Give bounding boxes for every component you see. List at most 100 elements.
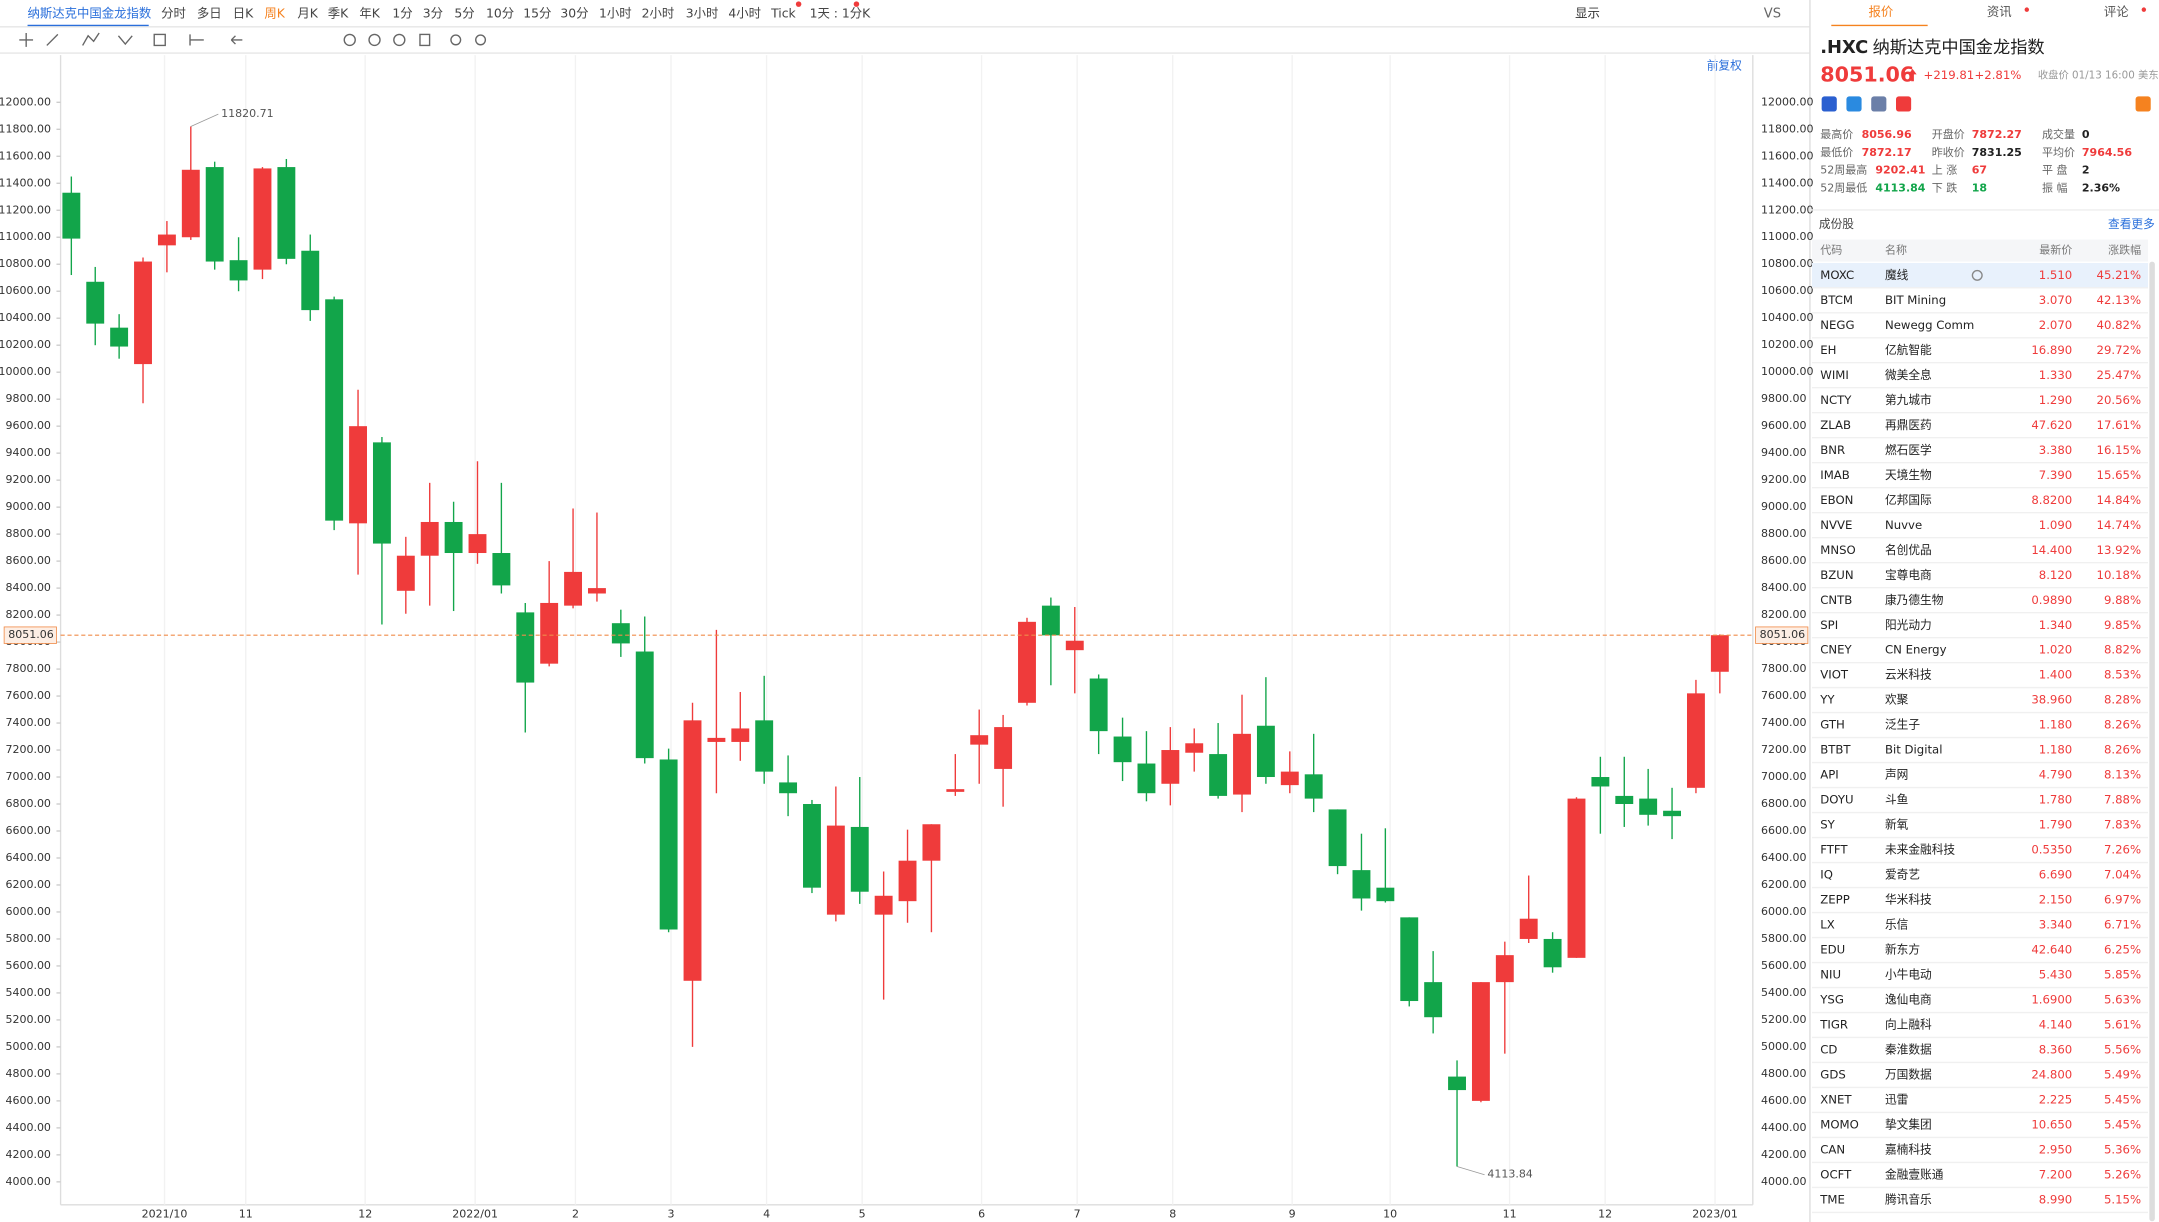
table-cell[interactable]: 魔线 bbox=[1885, 268, 1909, 282]
table-cell[interactable]: NEGG bbox=[1820, 318, 1854, 332]
table-cell[interactable]: ZLAB bbox=[1820, 418, 1851, 432]
table-cell[interactable]: Newegg Comm bbox=[1885, 318, 1974, 332]
table-cell[interactable]: IQ bbox=[1820, 868, 1833, 882]
compare-button[interactable]: VS bbox=[1764, 6, 1781, 21]
table-cell[interactable]: 亿航智能 bbox=[1885, 343, 1932, 357]
period-tab[interactable]: 周K bbox=[264, 5, 285, 20]
table-cell[interactable]: 微美全息 bbox=[1885, 368, 1932, 382]
table-cell[interactable]: BIT Mining bbox=[1885, 293, 1946, 307]
period-tab[interactable]: 5分 bbox=[454, 5, 474, 20]
table-cell[interactable]: TME bbox=[1819, 1193, 1845, 1207]
period-tab[interactable]: 季K bbox=[328, 5, 349, 20]
table-cell[interactable]: API bbox=[1820, 768, 1838, 782]
table-cell[interactable]: GDS bbox=[1820, 1068, 1845, 1082]
table-cell[interactable]: 金融壹账通 bbox=[1885, 1168, 1944, 1182]
table-cell[interactable]: 挚文集团 bbox=[1885, 1118, 1932, 1132]
table-cell[interactable]: 亿邦国际 bbox=[1885, 493, 1932, 507]
column-header[interactable]: 最新价 bbox=[2039, 243, 2072, 257]
table-cell[interactable]: EDU bbox=[1820, 943, 1845, 957]
table-cell[interactable]: NVVE bbox=[1820, 518, 1852, 532]
display-menu[interactable]: 显示 bbox=[1575, 5, 1600, 20]
table-cell[interactable]: BTBT bbox=[1820, 743, 1851, 757]
period-tab[interactable]: 多日 bbox=[197, 5, 222, 20]
more-link[interactable]: 查看更多 bbox=[2108, 217, 2155, 231]
table-cell[interactable]: CN Energy bbox=[1885, 643, 1947, 657]
table-cell[interactable]: SPI bbox=[1820, 618, 1838, 632]
table-cell[interactable]: 宝尊电商 bbox=[1885, 568, 1932, 582]
period-tab[interactable]: 2小时 bbox=[642, 5, 675, 20]
period-tab[interactable]: 日K bbox=[233, 5, 254, 20]
table-cell[interactable]: ZEPP bbox=[1820, 893, 1850, 907]
table-cell[interactable]: 再鼎医药 bbox=[1885, 418, 1932, 432]
symbol-tab[interactable]: 纳斯达克中国金龙指数 bbox=[28, 5, 152, 20]
table-cell[interactable]: 新氧 bbox=[1885, 818, 1909, 832]
period-tab[interactable]: 30分 bbox=[560, 5, 588, 20]
table-cell[interactable]: IMAB bbox=[1820, 468, 1850, 482]
panel-tab[interactable]: 评论 bbox=[2104, 4, 2129, 19]
table-cell[interactable]: 阳光动力 bbox=[1885, 618, 1932, 632]
table-cell[interactable]: 泛生子 bbox=[1885, 718, 1920, 732]
panel-tab[interactable]: 资讯 bbox=[1987, 4, 2012, 19]
table-cell[interactable]: 乐信 bbox=[1885, 918, 1909, 932]
table-cell[interactable]: 迅雷 bbox=[1885, 1093, 1908, 1107]
table-cell[interactable]: 云米科技 bbox=[1885, 668, 1932, 682]
table-cell[interactable]: 腾讯音乐 bbox=[1885, 1193, 1932, 1207]
table-cell[interactable]: WIMI bbox=[1820, 368, 1849, 382]
table-cell[interactable]: BTCM bbox=[1820, 293, 1853, 307]
table-cell[interactable]: Bit Digital bbox=[1885, 743, 1942, 757]
table-cell[interactable]: 逸仙电商 bbox=[1885, 993, 1932, 1007]
period-tab[interactable]: 3小时 bbox=[686, 5, 719, 20]
table-cell[interactable]: MNSO bbox=[1820, 543, 1855, 557]
table-cell[interactable]: 天境生物 bbox=[1885, 468, 1932, 482]
table-cell[interactable]: CNEY bbox=[1820, 643, 1852, 657]
table-cell[interactable]: EH bbox=[1820, 343, 1836, 357]
table-cell[interactable]: CD bbox=[1820, 1043, 1837, 1057]
table-cell[interactable]: 华米科技 bbox=[1885, 893, 1932, 907]
table-cell[interactable]: NIU bbox=[1820, 968, 1841, 982]
table-cell[interactable]: MOMO bbox=[1820, 1118, 1859, 1132]
period-tab[interactable]: 分时 bbox=[161, 5, 186, 20]
table-cell[interactable]: YSG bbox=[1819, 993, 1844, 1007]
table-cell[interactable]: YY bbox=[1819, 693, 1835, 707]
table-cell[interactable]: CNTB bbox=[1820, 593, 1852, 607]
period-tab[interactable]: 1分 bbox=[392, 5, 412, 20]
panel-tab[interactable]: 报价 bbox=[1868, 4, 1893, 19]
table-cell[interactable]: OCFT bbox=[1820, 1168, 1852, 1182]
period-tab[interactable]: Tick bbox=[770, 5, 796, 20]
table-cell[interactable]: 秦淮数据 bbox=[1885, 1043, 1932, 1057]
table-cell[interactable]: 新东方 bbox=[1885, 943, 1920, 957]
table-cell[interactable]: 嘉楠科技 bbox=[1885, 1143, 1932, 1157]
period-tab[interactable]: 1天 : 1分K bbox=[810, 5, 872, 20]
table-cell[interactable]: SY bbox=[1820, 818, 1835, 832]
table-cell[interactable]: 第九城市 bbox=[1885, 393, 1932, 407]
table-cell[interactable]: 燃石医学 bbox=[1885, 443, 1932, 457]
period-tab[interactable]: 1小时 bbox=[599, 5, 632, 20]
table-cell[interactable]: 声网 bbox=[1885, 768, 1908, 782]
table-cell[interactable]: DOYU bbox=[1820, 793, 1853, 807]
period-tab[interactable]: 4小时 bbox=[728, 5, 761, 20]
table-cell[interactable]: XNET bbox=[1820, 1093, 1852, 1107]
adjust-toggle[interactable]: 前复权 bbox=[1707, 59, 1742, 73]
table-cell[interactable]: 斗鱼 bbox=[1885, 793, 1908, 807]
column-header[interactable]: 涨跌幅 bbox=[2108, 243, 2141, 257]
table-cell[interactable]: CAN bbox=[1820, 1143, 1845, 1157]
table-cell[interactable]: 名创优品 bbox=[1885, 543, 1932, 557]
table-cell[interactable]: LX bbox=[1820, 918, 1835, 932]
period-tab[interactable]: 年K bbox=[359, 5, 380, 20]
table-cell[interactable]: MOXC bbox=[1820, 268, 1854, 282]
period-tab[interactable]: 15分 bbox=[523, 5, 551, 20]
period-tab[interactable]: 3分 bbox=[423, 5, 443, 20]
period-tab[interactable]: 月K bbox=[297, 5, 318, 20]
table-cell[interactable]: BZUN bbox=[1820, 568, 1853, 582]
period-tab[interactable]: 10分 bbox=[486, 5, 514, 20]
table-cell[interactable]: 万国数据 bbox=[1885, 1068, 1932, 1082]
table-cell[interactable]: BNR bbox=[1820, 443, 1845, 457]
table-cell[interactable]: TIGR bbox=[1819, 1018, 1848, 1032]
table-cell[interactable]: 爱奇艺 bbox=[1885, 868, 1920, 882]
table-cell[interactable]: GTH bbox=[1820, 718, 1845, 732]
table-cell[interactable]: 小牛电动 bbox=[1885, 968, 1932, 982]
table-cell[interactable]: 康乃德生物 bbox=[1885, 593, 1944, 607]
table-cell[interactable]: FTFT bbox=[1820, 843, 1848, 857]
table-cell[interactable]: 欢聚 bbox=[1885, 693, 1909, 707]
table-cell[interactable]: NCTY bbox=[1820, 393, 1852, 407]
